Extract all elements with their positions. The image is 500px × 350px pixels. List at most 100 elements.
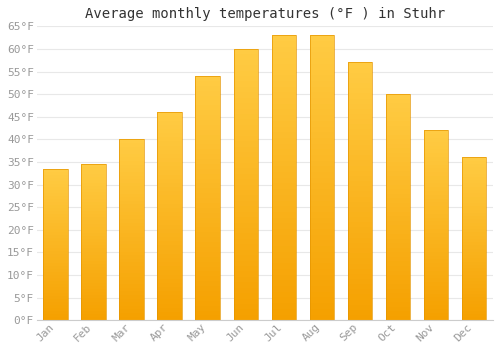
Bar: [234, 201, 258, 206]
Bar: [462, 248, 486, 252]
Bar: [310, 201, 334, 206]
Bar: [44, 175, 68, 178]
Bar: [348, 181, 372, 186]
Bar: [82, 270, 106, 273]
Bar: [272, 195, 296, 201]
Bar: [120, 230, 144, 233]
Bar: [120, 212, 144, 215]
Bar: [424, 203, 448, 206]
Bar: [120, 313, 144, 317]
Bar: [310, 126, 334, 132]
Bar: [44, 184, 68, 187]
Bar: [462, 278, 486, 281]
Bar: [310, 144, 334, 149]
Bar: [234, 87, 258, 92]
Bar: [196, 135, 220, 140]
Bar: [348, 264, 372, 269]
Bar: [424, 237, 448, 240]
Bar: [386, 144, 410, 148]
Bar: [348, 83, 372, 88]
Bar: [82, 258, 106, 261]
Bar: [424, 294, 448, 298]
Bar: [158, 170, 182, 175]
Bar: [310, 315, 334, 320]
Bar: [386, 216, 410, 221]
Bar: [44, 247, 68, 251]
Bar: [120, 248, 144, 252]
Bar: [44, 281, 68, 284]
Bar: [386, 135, 410, 139]
Bar: [120, 306, 144, 309]
Bar: [44, 187, 68, 190]
Bar: [158, 120, 182, 125]
Bar: [310, 35, 334, 41]
Bar: [348, 243, 372, 248]
Bar: [424, 298, 448, 301]
Bar: [272, 35, 296, 41]
Bar: [82, 217, 106, 220]
Bar: [462, 272, 486, 275]
Bar: [234, 282, 258, 288]
Bar: [462, 206, 486, 210]
Bar: [196, 120, 220, 125]
Bar: [158, 308, 182, 312]
Bar: [196, 110, 220, 115]
Bar: [272, 47, 296, 52]
Bar: [234, 233, 258, 239]
Bar: [196, 115, 220, 120]
Bar: [196, 291, 220, 296]
Bar: [120, 208, 144, 212]
Bar: [158, 166, 182, 170]
Bar: [272, 98, 296, 104]
Bar: [196, 232, 220, 237]
Bar: [310, 269, 334, 275]
Bar: [158, 254, 182, 258]
Bar: [386, 139, 410, 144]
Bar: [424, 305, 448, 309]
Bar: [234, 174, 258, 179]
Bar: [196, 315, 220, 320]
Bar: [310, 275, 334, 280]
Bar: [386, 257, 410, 261]
Bar: [158, 133, 182, 137]
Bar: [424, 153, 448, 157]
Bar: [424, 229, 448, 233]
Bar: [44, 232, 68, 236]
Bar: [120, 139, 144, 320]
Bar: [158, 304, 182, 308]
Bar: [348, 93, 372, 99]
Bar: [272, 70, 296, 75]
Bar: [272, 309, 296, 315]
Bar: [44, 229, 68, 232]
Bar: [196, 81, 220, 86]
Bar: [234, 217, 258, 223]
Bar: [348, 119, 372, 124]
Bar: [348, 124, 372, 130]
Bar: [196, 296, 220, 301]
Bar: [196, 105, 220, 110]
Bar: [158, 291, 182, 295]
Bar: [82, 214, 106, 217]
Bar: [44, 205, 68, 208]
Bar: [82, 267, 106, 270]
Bar: [82, 211, 106, 214]
Bar: [120, 183, 144, 187]
Bar: [462, 258, 486, 262]
Bar: [196, 306, 220, 310]
Bar: [310, 206, 334, 212]
Bar: [462, 265, 486, 268]
Bar: [386, 298, 410, 302]
Bar: [386, 302, 410, 307]
Bar: [234, 82, 258, 87]
Bar: [348, 222, 372, 228]
Bar: [348, 140, 372, 145]
Bar: [272, 315, 296, 320]
Bar: [424, 130, 448, 134]
Bar: [348, 294, 372, 300]
Bar: [424, 176, 448, 180]
Bar: [44, 220, 68, 223]
Bar: [234, 184, 258, 190]
Bar: [158, 258, 182, 262]
Bar: [424, 164, 448, 168]
Bar: [310, 138, 334, 144]
